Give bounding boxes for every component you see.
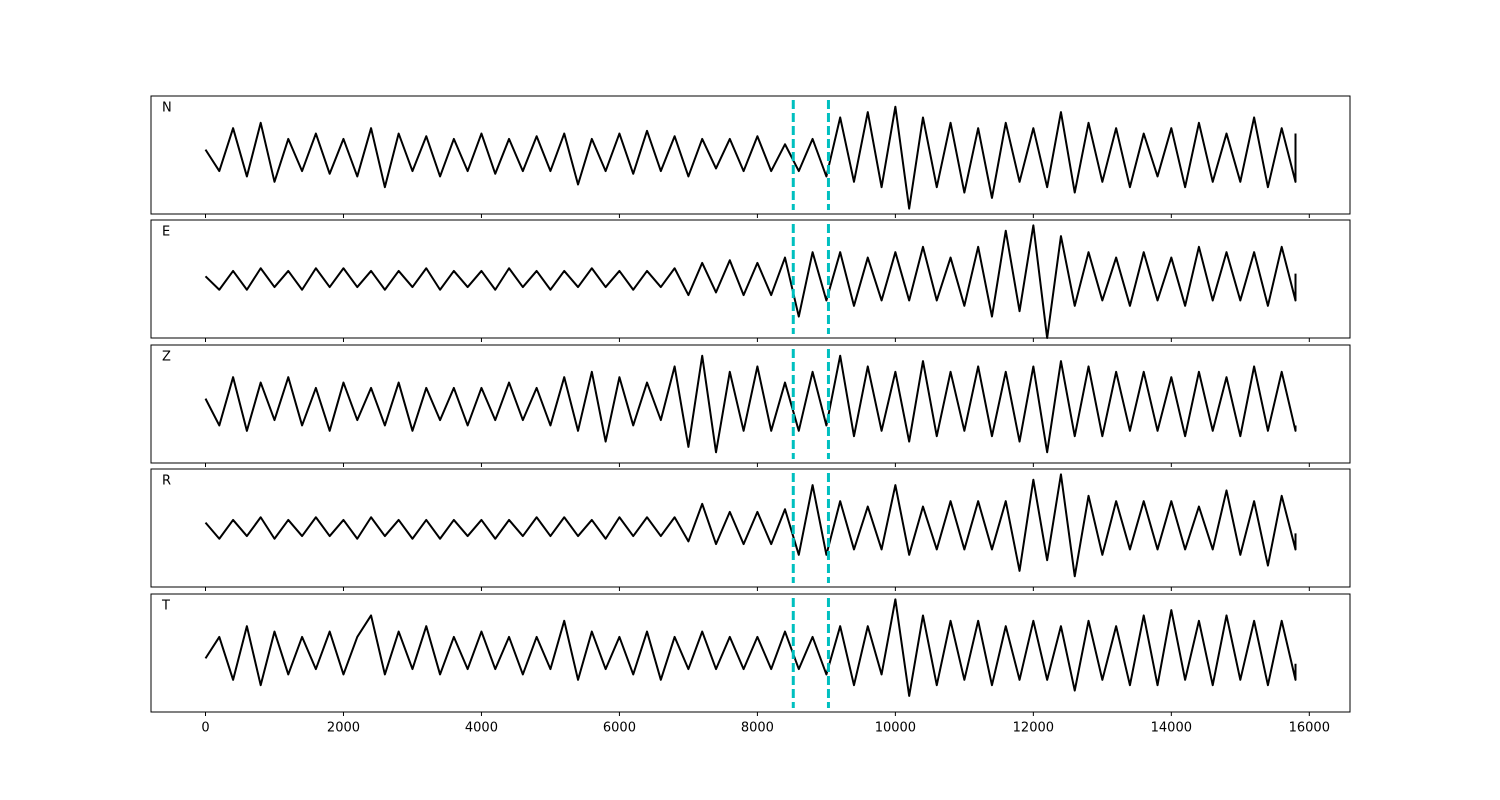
trace [204,224,1297,339]
panel-frame [150,219,1351,339]
panel-frame [150,344,1351,464]
panel-frame [150,468,1351,588]
panel-label: R [162,474,171,489]
x-tick-label: 6000 [603,721,636,736]
trace [204,598,1297,697]
x-tick-label: 0 [201,721,209,736]
panel-label: Z [162,350,171,365]
trace [204,354,1297,454]
x-tick-label: 2000 [327,721,360,736]
x-tick-label: 14000 [1151,721,1192,736]
x-tick-label: 10000 [875,721,916,736]
trace [204,473,1297,578]
x-tick-label: 16000 [1289,721,1330,736]
panel-frame [150,593,1351,713]
x-tick-label: 12000 [1013,721,1054,736]
panel-label: E [162,225,170,240]
panel-label: N [162,101,172,116]
trace [204,105,1297,210]
x-tick-label: 4000 [465,721,498,736]
panel-label: T [161,599,170,614]
panel-frame [150,95,1351,215]
x-tick-label: 8000 [741,721,774,736]
